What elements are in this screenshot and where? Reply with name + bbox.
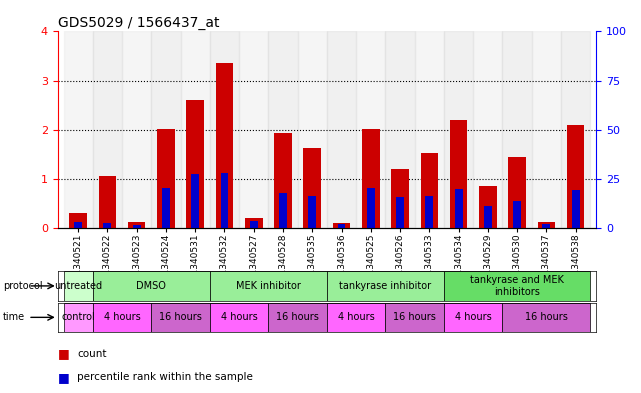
Bar: [210, 31, 239, 228]
Bar: [279, 193, 287, 228]
Text: ■: ■: [58, 347, 69, 360]
Bar: [187, 100, 204, 228]
Bar: [367, 188, 375, 228]
Bar: [239, 31, 269, 228]
Text: protocol: protocol: [3, 281, 43, 291]
Text: 4 hours: 4 hours: [338, 312, 374, 322]
Text: 16 hours: 16 hours: [159, 312, 202, 322]
Bar: [103, 223, 112, 228]
Bar: [396, 197, 404, 228]
Bar: [426, 196, 433, 228]
Bar: [362, 129, 379, 228]
Bar: [391, 169, 409, 228]
Text: 4 hours: 4 hours: [104, 312, 140, 322]
Bar: [308, 196, 316, 228]
Text: 16 hours: 16 hours: [394, 312, 436, 322]
Bar: [269, 31, 297, 228]
Bar: [385, 303, 444, 332]
Bar: [572, 189, 579, 228]
Bar: [269, 303, 327, 332]
Bar: [567, 125, 585, 228]
Bar: [216, 63, 233, 228]
Bar: [454, 189, 463, 228]
Bar: [561, 31, 590, 228]
Bar: [503, 31, 532, 228]
Bar: [69, 213, 87, 228]
Text: 4 hours: 4 hours: [221, 312, 258, 322]
Bar: [415, 31, 444, 228]
Bar: [274, 133, 292, 228]
Text: 16 hours: 16 hours: [525, 312, 568, 322]
Text: time: time: [3, 312, 26, 322]
Text: 4 hours: 4 hours: [455, 312, 492, 322]
Text: control: control: [62, 312, 95, 322]
Bar: [479, 186, 497, 228]
Bar: [356, 31, 385, 228]
Bar: [128, 222, 146, 228]
Bar: [327, 271, 444, 301]
Text: ■: ■: [58, 371, 69, 384]
Bar: [303, 148, 321, 228]
Bar: [74, 222, 82, 228]
Bar: [250, 220, 258, 228]
Bar: [513, 201, 521, 228]
Bar: [327, 31, 356, 228]
Text: untreated: untreated: [54, 281, 102, 291]
Text: tankyrase inhibitor: tankyrase inhibitor: [339, 281, 431, 291]
Bar: [63, 31, 93, 228]
Bar: [93, 271, 210, 301]
Bar: [122, 31, 151, 228]
Bar: [157, 129, 175, 228]
Bar: [503, 303, 590, 332]
Bar: [484, 206, 492, 228]
Bar: [63, 303, 93, 332]
Bar: [508, 157, 526, 228]
Bar: [385, 31, 415, 228]
Bar: [444, 303, 503, 332]
Bar: [444, 31, 473, 228]
Bar: [210, 271, 327, 301]
Bar: [473, 31, 503, 228]
Text: MEK inhibitor: MEK inhibitor: [236, 281, 301, 291]
Bar: [162, 188, 170, 228]
Bar: [333, 223, 351, 228]
Bar: [210, 303, 269, 332]
Text: 16 hours: 16 hours: [276, 312, 319, 322]
Bar: [245, 218, 263, 228]
Bar: [420, 153, 438, 228]
Bar: [327, 303, 385, 332]
Text: count: count: [77, 349, 106, 359]
Text: DMSO: DMSO: [137, 281, 166, 291]
Bar: [93, 31, 122, 228]
Text: GDS5029 / 1566437_at: GDS5029 / 1566437_at: [58, 17, 219, 30]
Bar: [297, 31, 327, 228]
Bar: [133, 226, 140, 228]
Bar: [151, 303, 210, 332]
Bar: [181, 31, 210, 228]
Bar: [338, 224, 345, 228]
Bar: [444, 271, 590, 301]
Bar: [538, 222, 555, 228]
Bar: [191, 174, 199, 228]
Bar: [450, 120, 467, 228]
Bar: [221, 173, 228, 228]
Text: percentile rank within the sample: percentile rank within the sample: [77, 372, 253, 382]
Bar: [93, 303, 151, 332]
Bar: [63, 271, 93, 301]
Bar: [151, 31, 181, 228]
Bar: [532, 31, 561, 228]
Bar: [99, 176, 116, 228]
Bar: [542, 224, 551, 228]
Text: tankyrase and MEK
inhibitors: tankyrase and MEK inhibitors: [470, 275, 564, 297]
